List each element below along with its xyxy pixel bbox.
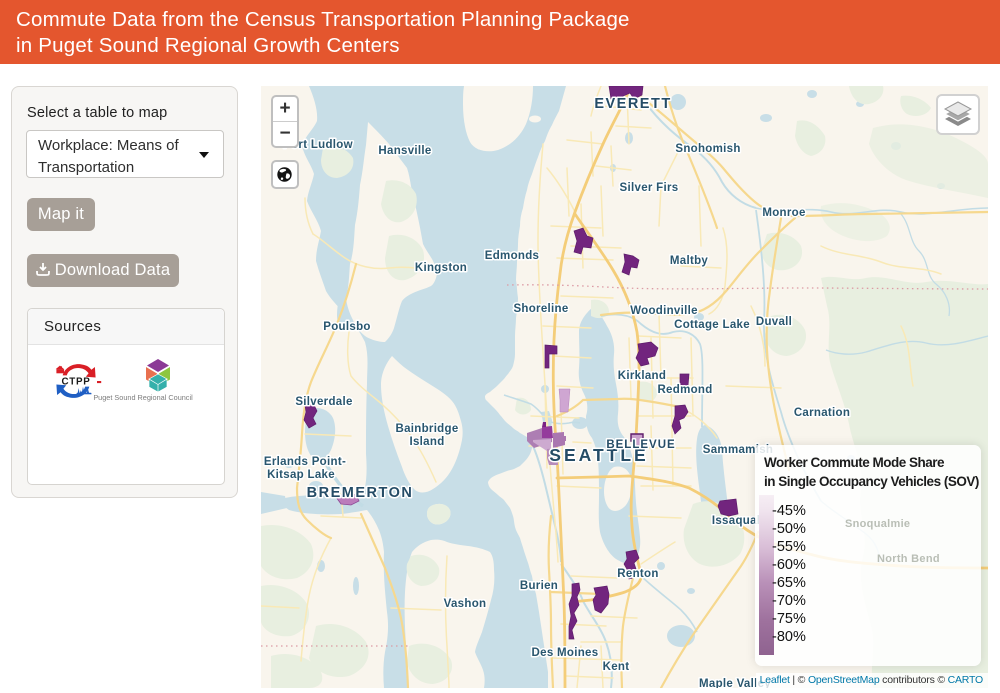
svg-text:Monroe: Monroe [762,207,805,219]
svg-text:Renton: Renton [617,568,658,580]
svg-text:BREMERTON: BREMERTON [307,485,414,501]
svg-text:BELLEVUE: BELLEVUE [606,439,675,451]
svg-text:Snohomish: Snohomish [675,143,740,155]
svg-text:Vashon: Vashon [444,598,487,610]
svg-text:Carnation: Carnation [794,407,850,419]
svg-text:Issaquah: Issaquah [712,515,764,527]
svg-text:Kitsap Lake: Kitsap Lake [267,469,335,481]
svg-text:Silver Firs: Silver Firs [620,182,679,194]
svg-text:Edmonds: Edmonds [485,250,540,262]
svg-text:Woodinville: Woodinville [630,305,698,317]
svg-text:Maple Valley: Maple Valley [699,678,771,688]
svg-text:EVERETT: EVERETT [594,96,671,112]
svg-text:Des Moines: Des Moines [532,647,599,659]
svg-text:SEATTLE: SEATTLE [549,445,648,465]
svg-text:Island: Island [409,436,444,448]
svg-text:Port Ludlow: Port Ludlow [283,139,353,151]
svg-text:Duvall: Duvall [756,316,792,328]
svg-text:Burien: Burien [520,580,558,592]
svg-text:Kirkland: Kirkland [618,370,666,382]
svg-text:Redmond: Redmond [657,384,712,396]
svg-text:Poulsbo: Poulsbo [323,321,370,333]
svg-text:Bainbridge: Bainbridge [395,423,458,435]
svg-text:Erlands Point-: Erlands Point- [264,456,346,468]
svg-text:Maltby: Maltby [670,255,709,267]
svg-text:Cottage Lake: Cottage Lake [674,319,750,331]
svg-text:Kingston: Kingston [415,262,467,274]
svg-text:Kent: Kent [603,661,630,673]
svg-text:Hansville: Hansville [378,145,431,157]
svg-text:Shoreline: Shoreline [513,303,568,315]
svg-text:CTPP: CTPP [62,377,91,388]
svg-text:Silverdale: Silverdale [295,396,352,408]
svg-text:Puget Sound Regional Council: Puget Sound Regional Council [93,393,193,402]
